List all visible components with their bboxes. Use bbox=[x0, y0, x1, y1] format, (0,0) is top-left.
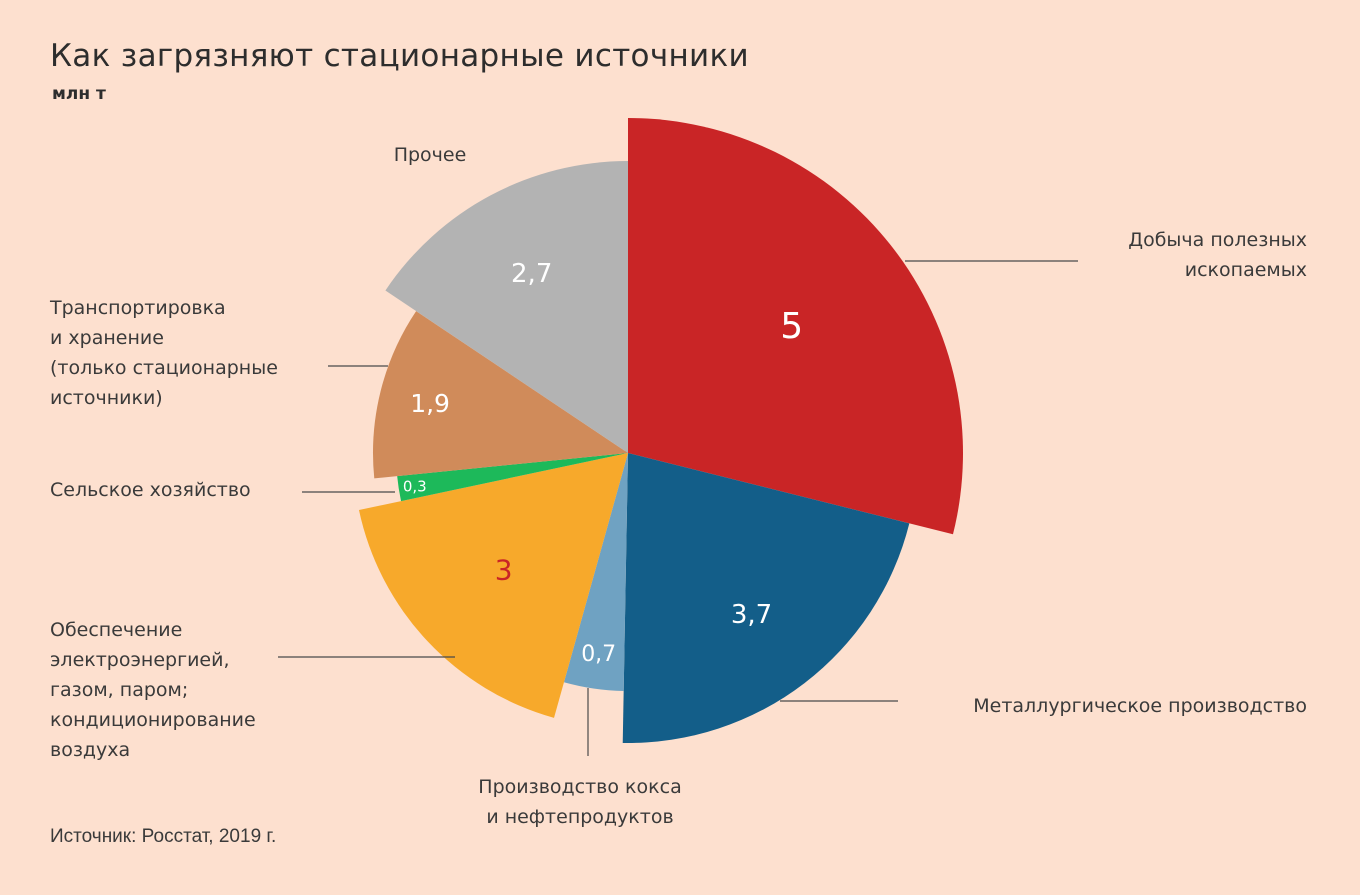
category-labels: Добыча полезных ископаемых Металлургическо… bbox=[49, 144, 1307, 828]
category-label-4: Обеспечение электроэнергией, газом, паром;… bbox=[50, 619, 256, 761]
category-label-7: Прочее bbox=[394, 144, 467, 166]
chart-title: Как загрязняют стационарные источники bbox=[50, 38, 749, 74]
category-label-3: Производство кокса и нефтепродуктов bbox=[478, 776, 681, 828]
value-label-3: 0,7 bbox=[581, 642, 616, 667]
value-label-6: 1,9 bbox=[410, 389, 450, 418]
pie-slice-1 bbox=[628, 118, 963, 535]
pie-slice-3 bbox=[563, 453, 628, 691]
pie-slice-2 bbox=[622, 453, 910, 743]
value-label-5: 0,3 bbox=[403, 477, 427, 495]
pie-slice-7 bbox=[385, 161, 628, 453]
value-label-7: 2,7 bbox=[511, 259, 552, 289]
value-label-2: 3,7 bbox=[731, 600, 772, 630]
category-label-6: Транспортировка и хранение (только стацион… bbox=[49, 297, 278, 409]
category-label-2: Металлургическое производство bbox=[973, 695, 1307, 717]
value-label-1: 5 bbox=[780, 306, 803, 347]
category-label-5: Сельское хозяйство bbox=[50, 479, 251, 501]
pie-slices bbox=[358, 118, 963, 743]
value-label-4: 3 bbox=[495, 554, 513, 587]
category-label-1: Добыча полезных ископаемых bbox=[1128, 229, 1307, 281]
leader-lines bbox=[278, 260, 1078, 756]
pie-slice-6 bbox=[372, 311, 628, 479]
pie-slice-5 bbox=[397, 453, 628, 502]
chart-unit: млн т bbox=[52, 84, 106, 104]
value-labels: 5 3,7 0,7 3 0,3 1,9 2,7 bbox=[403, 259, 803, 667]
source-note: Источник: Росстат, 2019 г. bbox=[50, 826, 277, 847]
pie-slice-4 bbox=[358, 453, 628, 718]
